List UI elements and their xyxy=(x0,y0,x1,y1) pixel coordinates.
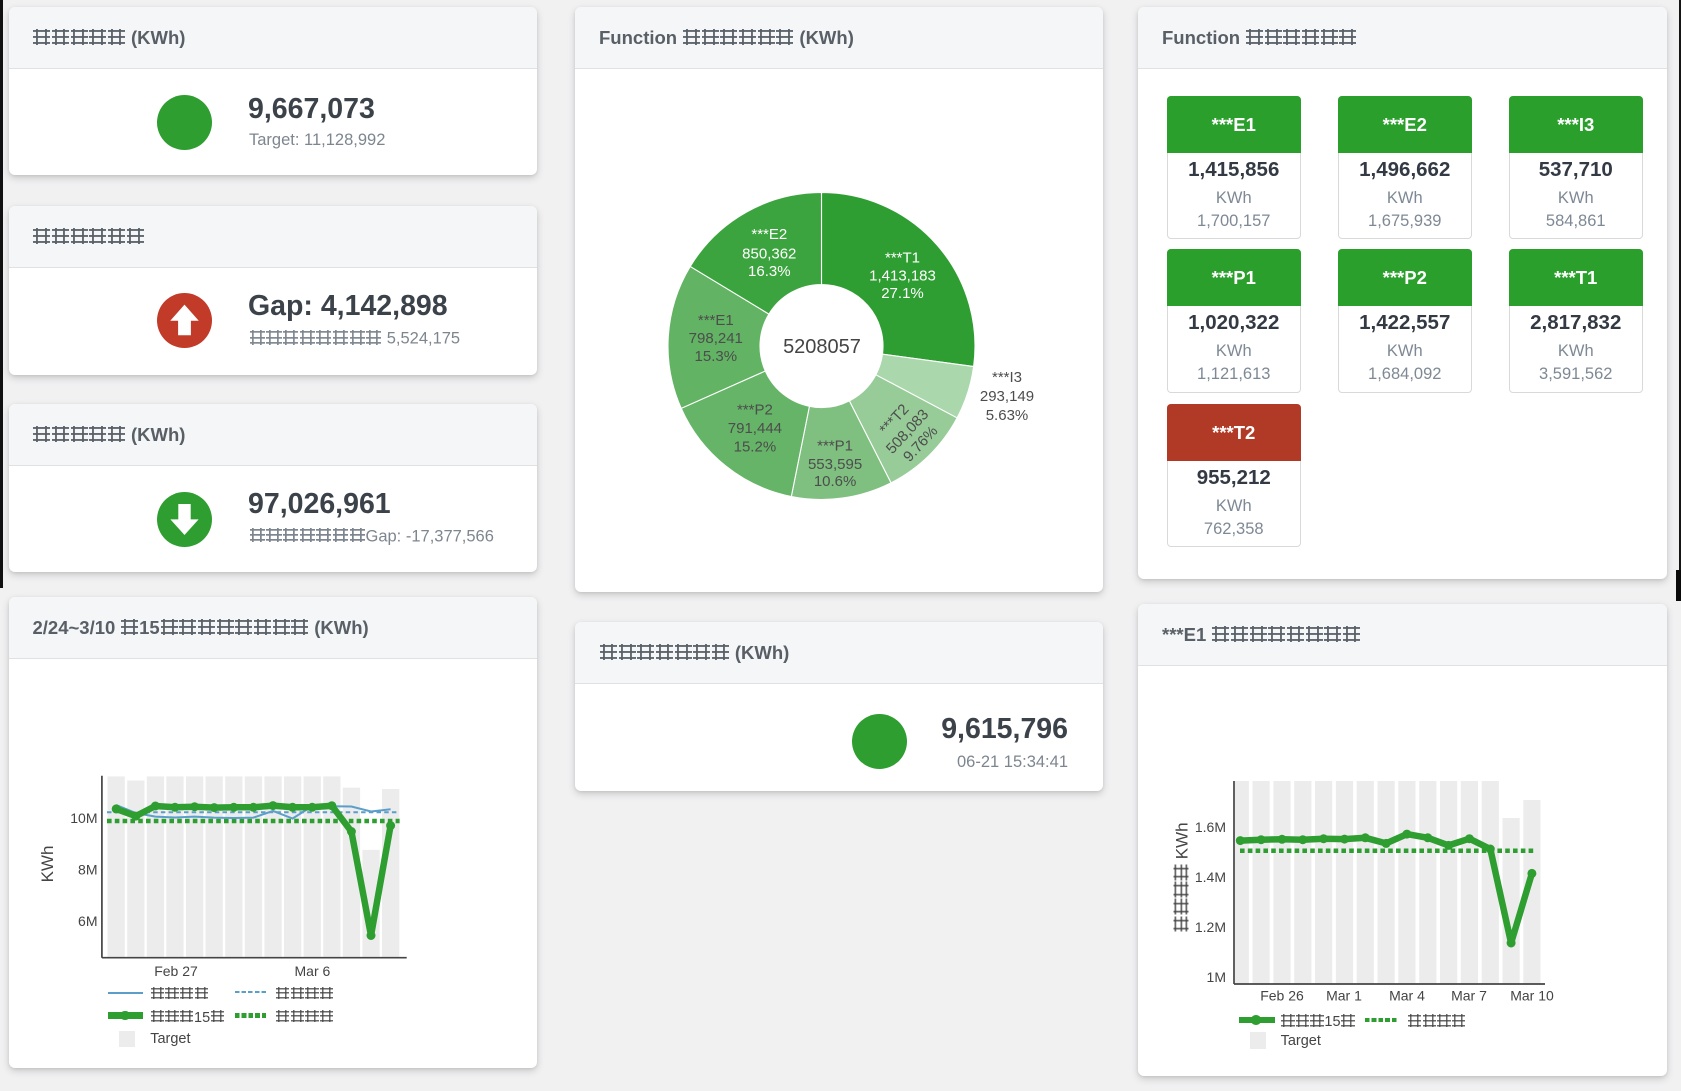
svg-text:KWh: KWh xyxy=(38,846,57,883)
svg-text:***E1: ***E1 xyxy=(698,312,734,329)
svg-text:6M: 6M xyxy=(78,913,97,929)
svg-text:***I3: ***I3 xyxy=(992,369,1022,386)
svg-text:1.2M: 1.2M xyxy=(1195,919,1226,935)
svg-text:Mar 10: Mar 10 xyxy=(1510,987,1554,1003)
svg-text:5.63%: 5.63% xyxy=(986,407,1029,424)
svg-text:8M: 8M xyxy=(78,862,97,878)
svg-text:***E2: ***E2 xyxy=(751,226,787,243)
svg-text:1.4M: 1.4M xyxy=(1195,869,1226,885)
svg-text:10.6%: 10.6% xyxy=(814,473,857,490)
svg-text:16.3%: 16.3% xyxy=(748,263,791,280)
svg-text:***P1: ***P1 xyxy=(817,438,853,455)
svg-text:553,595: 553,595 xyxy=(808,456,862,473)
svg-text:***P2: ***P2 xyxy=(737,402,773,419)
svg-text:1.6M: 1.6M xyxy=(1195,819,1226,835)
svg-text:293,149: 293,149 xyxy=(980,388,1034,405)
svg-text:Mar 6: Mar 6 xyxy=(295,963,331,979)
svg-text:15.3%: 15.3% xyxy=(695,348,738,365)
svg-text:791,444: 791,444 xyxy=(728,420,782,437)
svg-text:Mar 7: Mar 7 xyxy=(1451,987,1487,1003)
svg-text:Mar 1: Mar 1 xyxy=(1326,987,1362,1003)
svg-text:Feb 27: Feb 27 xyxy=(154,963,198,979)
svg-text:Feb 26: Feb 26 xyxy=(1260,987,1304,1003)
svg-text:15.2%: 15.2% xyxy=(734,439,777,456)
svg-text:1,413,183: 1,413,183 xyxy=(869,268,936,285)
svg-text:1M: 1M xyxy=(1207,969,1226,985)
svg-text:10M: 10M xyxy=(70,810,97,826)
svg-text:27.1%: 27.1% xyxy=(881,285,924,302)
svg-text:Mar 4: Mar 4 xyxy=(1389,987,1425,1003)
svg-text:***T1: ***T1 xyxy=(885,250,920,267)
svg-text:798,241: 798,241 xyxy=(689,330,743,347)
svg-text:850,362: 850,362 xyxy=(742,245,796,262)
svg-text:5208057: 5208057 xyxy=(783,336,861,358)
